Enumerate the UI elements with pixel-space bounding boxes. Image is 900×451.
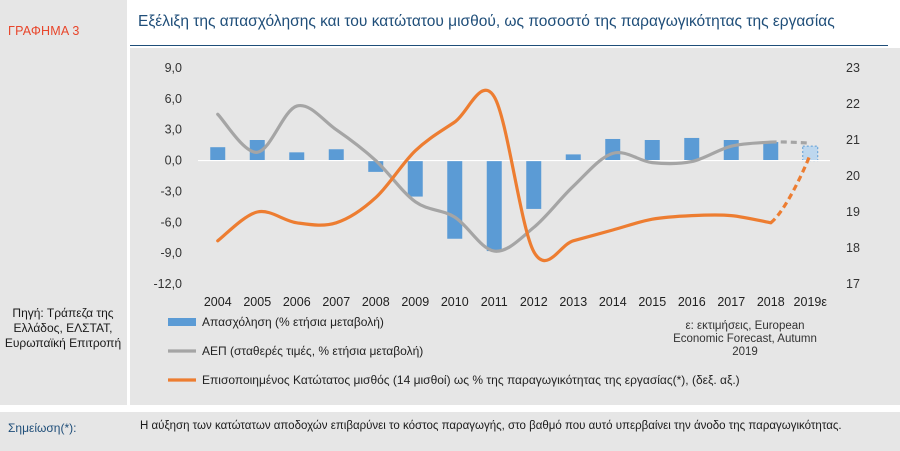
min-wage-line-estimate xyxy=(769,153,812,225)
x-tick-label: 2008 xyxy=(362,295,390,309)
employment-bar xyxy=(328,149,344,161)
employment-bar xyxy=(565,154,581,161)
employment-bar xyxy=(407,160,423,197)
title-bar xyxy=(130,0,900,48)
x-tick-label: 2013 xyxy=(559,295,587,309)
y-right-tick-label: 21 xyxy=(846,133,860,147)
gdp-line xyxy=(216,104,773,253)
combo-chart: 9,06,03,00,0-3,0-6,0-9,0-12,0 2322212019… xyxy=(154,61,860,387)
chart-area: 9,0 6,0 3,0 0,0 -3,0 -6,0 -9,0 -12,0 23 22 21 20 19… xyxy=(130,48,900,405)
footer xyxy=(0,412,900,451)
y-left-tick-label: 9,0 xyxy=(165,61,182,75)
employment-bar xyxy=(526,160,542,209)
employment-bar xyxy=(723,140,739,161)
employment-bar xyxy=(644,140,660,161)
employment-bar xyxy=(289,152,305,161)
x-tick-label: 2017 xyxy=(717,295,745,309)
y-left-tick-label: -6,0 xyxy=(160,215,182,229)
x-tick-label: 2019ε xyxy=(794,295,828,309)
y-right-tick-label: 22 xyxy=(846,97,860,111)
employment-bar xyxy=(447,160,463,239)
min-wage-line xyxy=(216,88,773,262)
y-right-tick-label: 17 xyxy=(846,277,860,291)
left-panel xyxy=(0,0,127,405)
x-tick-label: 2014 xyxy=(599,295,627,309)
y-left-tick-label: 0,0 xyxy=(165,154,182,168)
estimate-note: ε: εκτιμήσεις, European Economic Forecas… xyxy=(673,320,817,358)
x-tick-label: 2007 xyxy=(322,295,350,309)
legend-employment-swatch xyxy=(168,318,196,326)
x-tick-label: 2015 xyxy=(638,295,666,309)
x-tick-label: 2011 xyxy=(481,295,508,309)
y-right-tick-label: 19 xyxy=(846,205,860,219)
y-left-tick-label: -12,0 xyxy=(154,277,183,291)
y-left-tick-label: -9,0 xyxy=(160,246,182,260)
employment-bar xyxy=(368,160,384,172)
gdp-line-estimate xyxy=(770,140,811,145)
legend-min-wage-label: Επισοποιημένος Κατώτατος μισθός (14 μισθ… xyxy=(202,373,740,387)
y-right-tick-label: 20 xyxy=(846,169,860,183)
x-tick-label: 2018 xyxy=(757,295,785,309)
legend-gdp-label: ΑΕΠ (σταθερές τιμές, % ετήσια μεταβολή) xyxy=(202,344,423,358)
x-tick-label: 2012 xyxy=(520,295,548,309)
chart-title: Εξέλιξη της απασχόλησης και του κατώτατο… xyxy=(138,13,835,30)
legend-employment-label: Απασχόληση (% ετήσια μεταβολή) xyxy=(202,315,384,329)
title-rule xyxy=(130,45,888,46)
employment-bar xyxy=(249,140,265,161)
y-right-tick-label: 18 xyxy=(846,241,860,255)
employment-bar xyxy=(210,147,226,161)
employment-bar xyxy=(486,160,502,252)
x-tick-label: 2004 xyxy=(204,295,232,309)
x-tick-label: 2009 xyxy=(401,295,429,309)
y-left-tick-label: 3,0 xyxy=(165,123,182,137)
source-text: Πηγή: Τράπεζα της Ελλάδος, ΕΛΣΤΑΤ, Ευρωπ… xyxy=(4,306,122,350)
x-tick-label: 2016 xyxy=(678,295,706,309)
y-right-tick-label: 23 xyxy=(846,61,860,75)
y-left-tick-label: 6,0 xyxy=(165,92,182,106)
note-label: Σημείωση(*): xyxy=(8,421,77,435)
graph-label: ΓΡΑΦΗΜΑ 3 xyxy=(8,24,80,38)
y-left-tick-label: -3,0 xyxy=(160,184,182,198)
employment-bar xyxy=(684,137,700,161)
x-tick-label: 2005 xyxy=(243,295,271,309)
x-tick-label: 2010 xyxy=(441,295,469,309)
employment-bar xyxy=(763,142,779,161)
x-tick-label: 2006 xyxy=(283,295,311,309)
note-text: Η αύξηση των κατώτατων αποδοχών επιβαρύν… xyxy=(140,420,842,432)
